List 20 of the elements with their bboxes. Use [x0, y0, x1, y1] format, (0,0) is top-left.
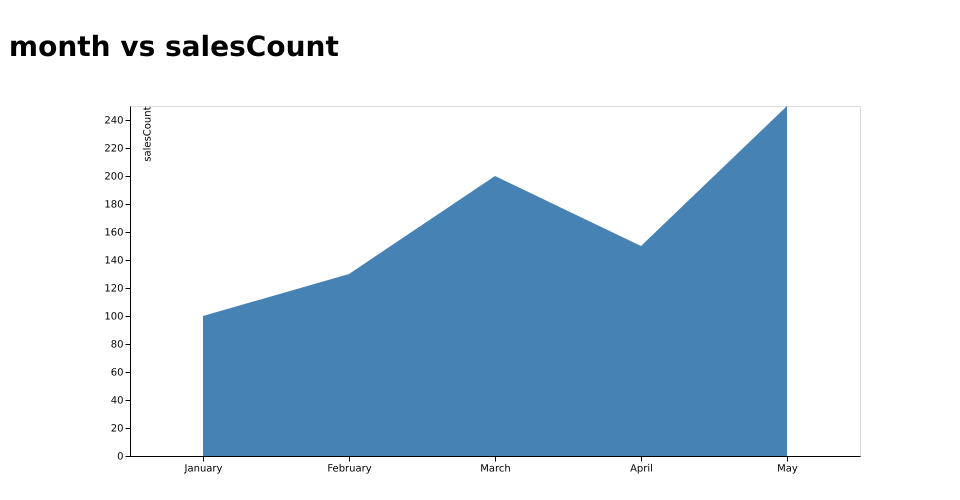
- y-tick-label: 220: [104, 144, 124, 154]
- y-tick-label: 180: [104, 200, 124, 210]
- y-tick-label: 0: [117, 452, 124, 462]
- y-tick-label: 40: [110, 396, 124, 406]
- y-axis-title: salesCount: [142, 106, 154, 162]
- y-tick-label: 100: [104, 312, 124, 322]
- x-tick-label: January: [184, 464, 223, 474]
- x-tick-label: May: [777, 464, 798, 474]
- y-tick-label: 20: [110, 424, 124, 434]
- y-tick-label: 140: [104, 256, 124, 266]
- x-tick-label: February: [327, 464, 372, 474]
- y-tick-label: 240: [104, 116, 124, 126]
- chart-title: month vs salesCount: [8, 30, 339, 63]
- x-tick-label: March: [480, 464, 511, 474]
- y-tick-label: 80: [110, 340, 124, 350]
- y-tick-label: 60: [110, 368, 124, 378]
- y-tick-label: 120: [104, 284, 124, 294]
- y-tick-label: 160: [104, 228, 124, 238]
- y-tick-label: 200: [104, 172, 124, 182]
- x-tick-label: April: [630, 464, 653, 474]
